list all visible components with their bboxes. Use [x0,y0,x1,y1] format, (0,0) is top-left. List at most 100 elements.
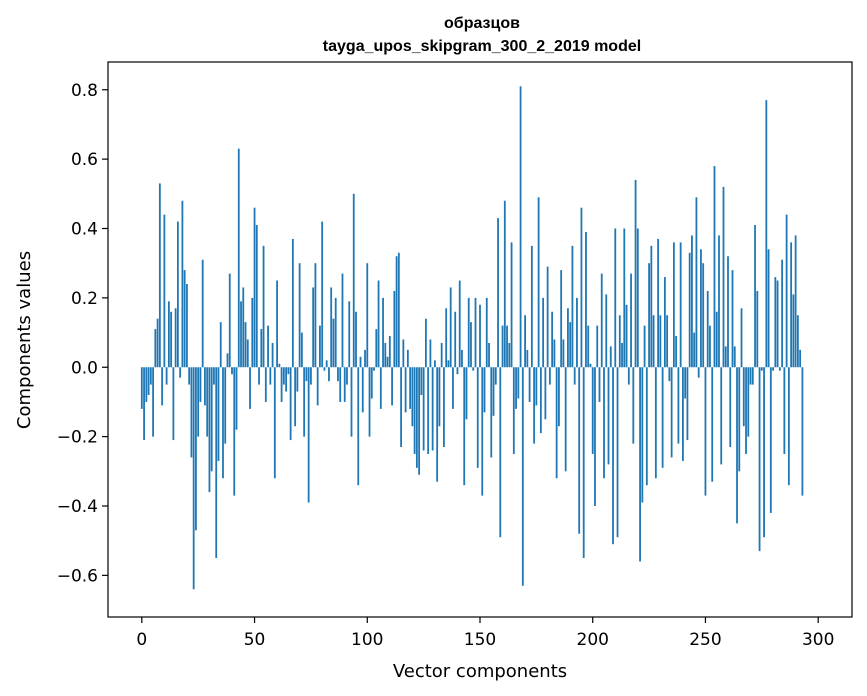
bar-268 [745,367,747,454]
bar-27 [201,259,204,368]
bar-4 [149,367,152,385]
bar-36 [222,367,224,479]
bar-178 [542,297,545,368]
bar-155 [490,367,493,458]
bar-2 [145,367,148,402]
bar-278 [767,249,770,368]
bar-243 [688,252,691,368]
bar-116 [402,339,405,368]
bar-206 [605,294,608,368]
bar-25 [197,367,200,437]
bar-196 [582,367,585,559]
bar-250 [704,367,707,496]
bar-293 [801,367,804,496]
bar-159 [499,367,502,538]
bar-14 [172,367,175,441]
bar-120 [411,367,414,427]
bar-239 [679,242,682,368]
bar-246 [695,197,698,368]
bar-198 [587,325,590,368]
bar-166 [515,367,517,409]
bar-163 [508,342,511,368]
bar-165 [512,367,515,454]
bar-139 [454,311,457,368]
bar-236 [672,242,675,368]
bar-133 [440,342,443,368]
bar-252 [709,325,711,368]
bar-173 [530,245,533,368]
bar-275 [760,367,763,371]
y-tick-label-5: 0.4 [71,220,98,240]
bar-96 [357,367,360,486]
bar-37 [224,367,227,444]
bar-233 [666,315,669,368]
bar-46 [244,322,247,368]
bar-89 [341,273,344,368]
bar-241 [684,367,687,399]
bar-291 [796,315,799,368]
bar-215 [625,304,628,368]
bar-77 [314,263,317,368]
bar-114 [397,252,400,368]
bar-82 [325,360,328,368]
bar-189 [567,308,569,368]
x-tick-label-6: 300 [802,630,834,650]
bar-256 [718,235,720,368]
bar-61 [278,363,281,368]
bar-191 [571,245,574,368]
bar-12 [167,301,170,368]
bar-125 [422,367,425,451]
bar-111 [391,367,393,406]
x-tick-label-0: 0 [136,630,147,650]
bar-10 [163,214,166,368]
bar-92 [348,301,351,368]
bar-253 [711,367,714,482]
bar-71 [300,332,303,368]
bar-135 [445,308,448,368]
bar-277 [765,100,768,368]
bar-286 [785,214,788,368]
bar-271 [751,367,754,385]
bar-144 [465,367,468,420]
bar-134 [443,367,445,448]
bar-97 [359,356,362,368]
bar-180 [546,266,549,368]
bar-199 [589,363,592,368]
y-tick-label-0: −0.6 [57,566,98,586]
bar-185 [558,367,560,427]
bar-129 [431,367,434,451]
bar-170 [524,315,526,368]
bar-41 [233,367,236,496]
chart-title-line2: tayga_upos_skipgram_300_2_2019 model [323,38,641,55]
bar-121 [413,367,416,454]
bar-270 [749,367,752,385]
bar-176 [537,197,540,368]
chart-title-line1: образцов [444,15,520,32]
bar-99 [364,349,366,368]
bar-167 [517,367,520,399]
bar-8 [158,183,161,368]
bar-47 [246,339,249,368]
bar-104 [375,329,378,368]
bar-162 [506,325,508,368]
x-tick-label-1: 50 [244,630,266,650]
bar-187 [562,339,565,368]
bar-17 [179,367,182,378]
bar-203 [598,367,601,402]
bar-264 [736,367,738,524]
bar-179 [544,367,547,420]
x-axis-label: Vector components [393,661,567,682]
bar-34 [217,367,220,461]
bar-64 [285,367,288,392]
bar-0 [140,367,143,409]
bar-68 [294,367,297,427]
bar-164 [510,242,513,368]
bar-105 [377,280,380,368]
y-axis-label: Components values [14,251,35,429]
bar-112 [393,290,396,368]
bar-209 [612,367,614,545]
y-tick-label-6: 0.6 [71,150,98,170]
bar-87 [337,367,339,382]
bar-124 [420,367,423,395]
bar-224 [645,367,648,486]
